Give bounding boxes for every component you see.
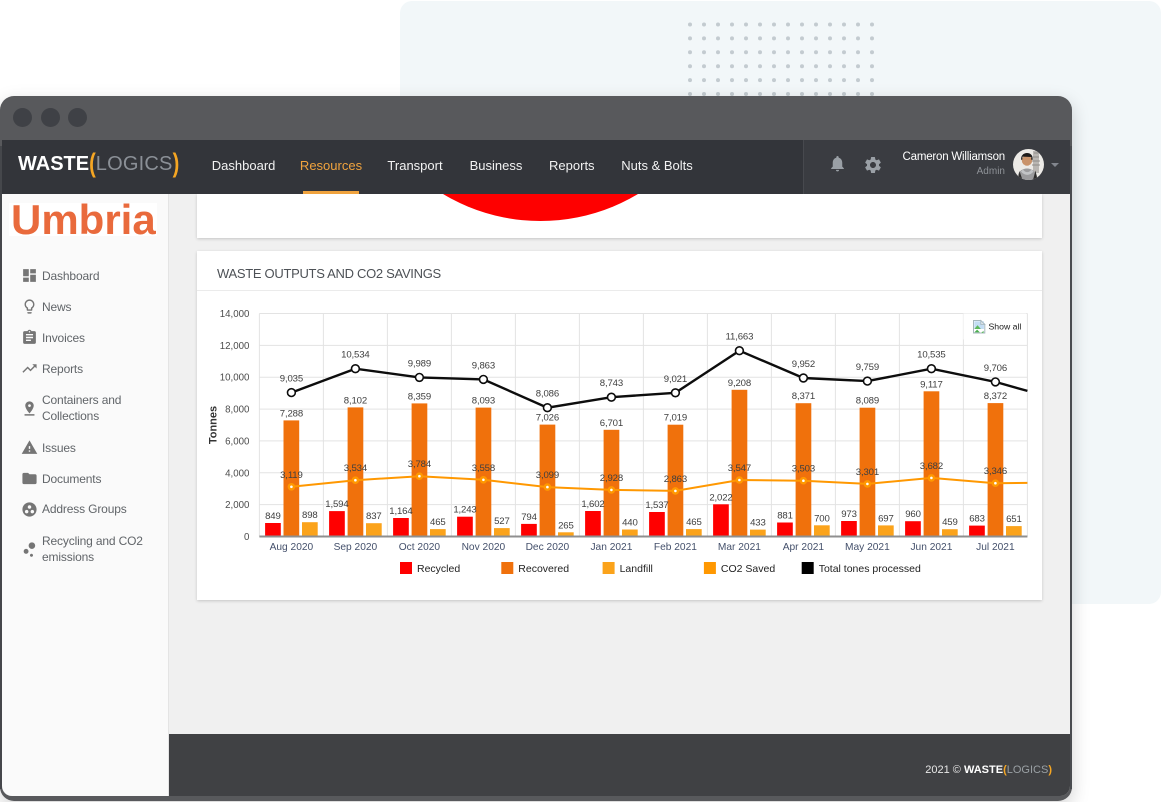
svg-text:1,594: 1,594 [325, 499, 349, 510]
svg-text:2,928: 2,928 [600, 473, 623, 484]
svg-text:1,602: 1,602 [581, 499, 604, 510]
svg-text:3,784: 3,784 [408, 459, 432, 470]
svg-text:898: 898 [302, 510, 318, 521]
svg-text:Landfill: Landfill [620, 563, 653, 575]
svg-text:440: 440 [622, 518, 638, 529]
svg-text:7,019: 7,019 [664, 413, 687, 424]
svg-text:3,547: 3,547 [728, 463, 751, 474]
svg-text:Oct 2020: Oct 2020 [399, 542, 441, 553]
svg-text:465: 465 [430, 517, 446, 528]
svg-text:3,503: 3,503 [792, 464, 815, 475]
svg-text:2,022: 2,022 [709, 492, 732, 503]
svg-text:6,000: 6,000 [225, 436, 250, 447]
svg-text:8,089: 8,089 [856, 396, 879, 407]
svg-text:Recovered: Recovered [518, 563, 569, 575]
svg-text:Sep 2020: Sep 2020 [334, 542, 378, 553]
svg-text:3,099: 3,099 [536, 470, 559, 481]
svg-text:Jun 2021: Jun 2021 [910, 542, 952, 553]
svg-text:Apr 2021: Apr 2021 [783, 542, 825, 553]
svg-text:651: 651 [1006, 514, 1022, 525]
svg-text:Recycled: Recycled [417, 563, 460, 575]
svg-text:9,952: 9,952 [792, 359, 815, 370]
svg-text:3,301: 3,301 [856, 467, 879, 478]
svg-text:527: 527 [494, 516, 510, 527]
svg-text:837: 837 [366, 511, 382, 522]
svg-text:4,000: 4,000 [225, 468, 250, 479]
svg-text:14,000: 14,000 [220, 309, 250, 320]
svg-text:973: 973 [841, 509, 857, 520]
svg-text:8,371: 8,371 [792, 391, 815, 402]
svg-text:881: 881 [777, 511, 793, 522]
svg-text:Nov 2020: Nov 2020 [462, 542, 506, 553]
svg-text:465: 465 [686, 517, 702, 528]
svg-text:Total tones processed: Total tones processed [819, 563, 921, 575]
svg-text:9,989: 9,989 [408, 358, 431, 369]
svg-text:Aug 2020: Aug 2020 [270, 542, 314, 553]
svg-text:960: 960 [905, 509, 921, 520]
svg-text:Mar 2021: Mar 2021 [718, 542, 761, 553]
svg-text:700: 700 [814, 513, 830, 524]
svg-text:9,759: 9,759 [856, 362, 879, 373]
svg-text:CO2 Saved: CO2 Saved [721, 563, 775, 575]
svg-text:2,000: 2,000 [225, 500, 250, 511]
svg-text:3,534: 3,534 [344, 463, 368, 474]
svg-text:10,534: 10,534 [341, 350, 370, 361]
svg-text:7,288: 7,288 [280, 408, 303, 419]
svg-text:3,682: 3,682 [920, 461, 943, 472]
svg-text:683: 683 [969, 514, 985, 525]
svg-text:8,102: 8,102 [344, 395, 367, 406]
svg-text:Jul 2021: Jul 2021 [976, 542, 1015, 553]
svg-text:2,863: 2,863 [664, 474, 687, 485]
svg-text:265: 265 [558, 520, 574, 531]
svg-text:697: 697 [878, 513, 894, 524]
svg-text:Dec 2020: Dec 2020 [526, 542, 570, 553]
svg-text:1,164: 1,164 [389, 506, 413, 517]
svg-text:1,243: 1,243 [453, 505, 476, 516]
svg-text:Feb 2021: Feb 2021 [654, 542, 697, 553]
svg-text:0: 0 [244, 532, 250, 543]
svg-text:9,021: 9,021 [664, 374, 687, 385]
svg-text:9,035: 9,035 [280, 374, 303, 385]
svg-text:May 2021: May 2021 [845, 542, 890, 553]
svg-text:10,000: 10,000 [220, 373, 250, 384]
svg-text:Show all: Show all [989, 322, 1022, 332]
svg-text:794: 794 [521, 512, 537, 523]
svg-text:6,701: 6,701 [600, 418, 623, 429]
svg-text:8,743: 8,743 [600, 378, 623, 389]
svg-text:8,086: 8,086 [536, 389, 559, 400]
svg-text:8,372: 8,372 [984, 391, 1007, 402]
svg-text:849: 849 [265, 511, 281, 522]
svg-text:Tonnes: Tonnes [208, 406, 220, 444]
svg-text:9,863: 9,863 [472, 360, 495, 371]
svg-text:3,558: 3,558 [472, 463, 495, 474]
svg-text:9,706: 9,706 [984, 363, 1007, 374]
svg-text:3,119: 3,119 [280, 470, 303, 481]
svg-text:7,026: 7,026 [536, 413, 559, 424]
svg-text:433: 433 [750, 518, 766, 529]
svg-text:1,537: 1,537 [645, 500, 668, 511]
svg-text:8,359: 8,359 [408, 391, 431, 402]
svg-text:Jan 2021: Jan 2021 [590, 542, 632, 553]
svg-text:8,000: 8,000 [225, 405, 250, 416]
svg-text:9,117: 9,117 [920, 379, 943, 390]
svg-text:12,000: 12,000 [220, 341, 250, 352]
svg-text:8,093: 8,093 [472, 396, 495, 407]
svg-text:11,663: 11,663 [726, 332, 754, 343]
svg-text:10,535: 10,535 [917, 350, 945, 361]
svg-text:3,346: 3,346 [984, 466, 1007, 477]
svg-text:459: 459 [942, 517, 958, 528]
svg-text:9,208: 9,208 [728, 378, 751, 389]
